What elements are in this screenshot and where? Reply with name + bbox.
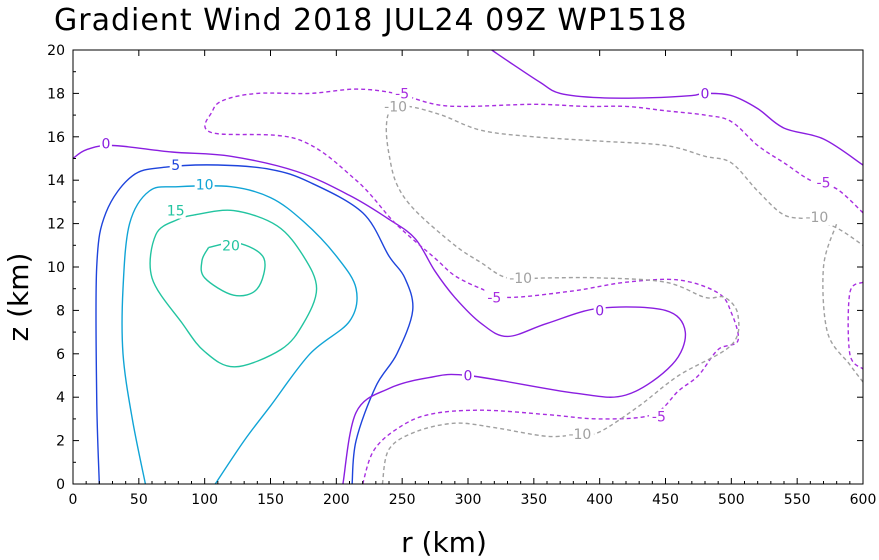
chart-title: Gradient Wind 2018 JUL24 09Z WP1518	[54, 3, 688, 38]
x-axis: 0 50 100 150 200 250 300 350 400 450 500 550 600	[69, 50, 877, 508]
contour-label-neg10: -10	[384, 99, 407, 115]
x-tick-label: 450	[652, 492, 679, 508]
y-tick-label: 8	[56, 303, 65, 319]
contour-line-neg5	[204, 88, 864, 485]
y-tick-label: 6	[56, 347, 65, 363]
y-tick-label: 18	[47, 86, 65, 102]
y-axis: 0 2 4 6 8 10 12 14 16 18 20	[47, 43, 863, 493]
y-tick-label: 12	[47, 217, 65, 233]
x-tick-label: 0	[69, 492, 78, 508]
contour-label-bg	[194, 176, 215, 193]
y-tick-label: 2	[56, 434, 65, 450]
contour-line-5	[95, 164, 414, 485]
contour-label-bg	[169, 157, 182, 174]
x-tick-label: 600	[850, 492, 877, 508]
contour-label-bg	[381, 98, 410, 115]
contour-line-15	[149, 209, 318, 368]
y-tick-label: 20	[47, 43, 65, 59]
contour-line-neg5	[847, 281, 864, 370]
contour-label-20: 20	[222, 238, 240, 254]
x-tick-label: 100	[191, 492, 218, 508]
y-tick-label: 14	[47, 173, 65, 189]
x-axis-label: r (km)	[401, 526, 487, 559]
plot-frame	[72, 49, 864, 485]
contour-label-bg	[802, 209, 831, 226]
contour-line-0	[491, 49, 864, 166]
contour-label-bg	[813, 174, 834, 191]
contour-line-10	[121, 185, 358, 485]
contour-label-neg10: -10	[805, 210, 828, 226]
contour-label-bg	[699, 85, 711, 102]
contour-label-bg	[462, 367, 474, 384]
y-tick-label: 16	[47, 130, 65, 146]
x-tick-label: 350	[520, 492, 547, 508]
x-tick-label: 150	[257, 492, 284, 508]
contour-label-neg5: -5	[395, 86, 409, 102]
x-tick-label: 550	[784, 492, 811, 508]
contour-line-neg10	[381, 105, 864, 485]
y-tick-label: 10	[47, 260, 65, 276]
contour-line-neg10	[822, 223, 864, 383]
contour-label-0: 0	[701, 86, 710, 102]
x-tick-label: 500	[718, 492, 745, 508]
contour-label-neg5: -5	[652, 410, 666, 426]
y-tick-label: 0	[56, 477, 65, 493]
contour-label-bg	[392, 85, 413, 102]
contour-label-neg5: -5	[487, 290, 501, 306]
contour-label-15: 15	[167, 204, 185, 220]
contour-label-bg	[221, 237, 241, 254]
contour-label-neg5: -5	[817, 175, 831, 191]
x-tick-label: 200	[323, 492, 350, 508]
contour-layer	[72, 49, 864, 485]
contour-label-bg	[165, 202, 186, 219]
contour-label-0: 0	[464, 369, 473, 385]
contour-label-5: 5	[171, 158, 180, 174]
contour-label-bg	[99, 135, 112, 152]
contour-label-0: 0	[101, 136, 110, 152]
x-tick-label: 400	[586, 492, 613, 508]
contour-label-neg10: -10	[509, 271, 532, 287]
contour-label-bg	[506, 269, 535, 286]
contour-label-bg	[565, 426, 594, 443]
contour-label-0: 0	[595, 303, 604, 319]
x-tick-label: 50	[130, 492, 148, 508]
y-axis-label: z (km)	[2, 253, 35, 342]
y-tick-label: 4	[56, 390, 65, 406]
contour-label-10: 10	[196, 178, 214, 194]
contour-label-neg10: -10	[568, 427, 591, 443]
x-tick-label: 250	[389, 492, 416, 508]
contour-label-bg	[593, 302, 606, 319]
x-tick-label: 300	[455, 492, 482, 508]
contour-label-bg	[648, 408, 669, 425]
contour-label-bg	[484, 289, 505, 306]
